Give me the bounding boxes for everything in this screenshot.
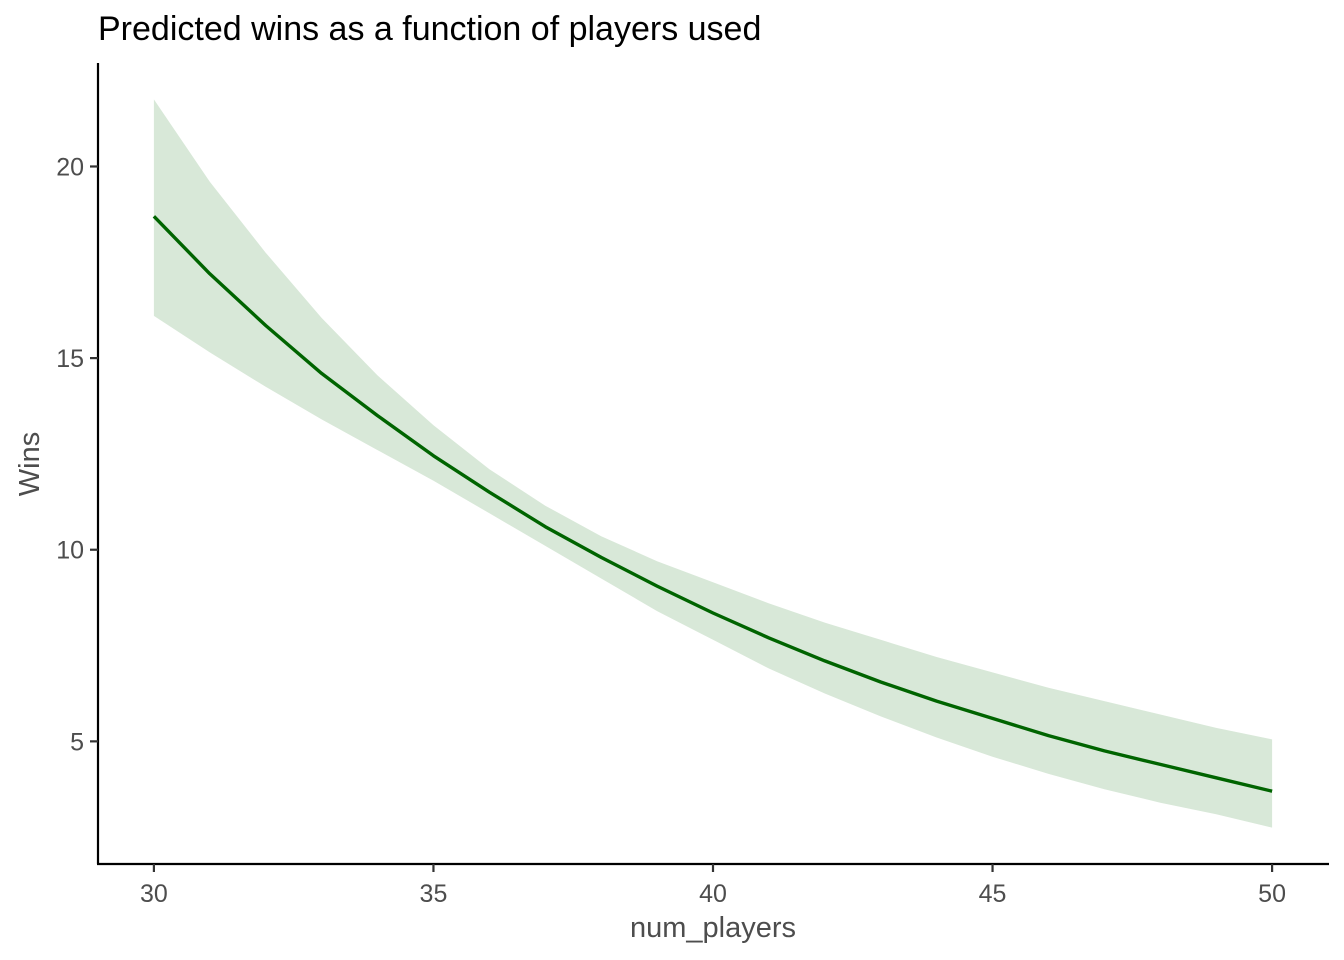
x-tick-label: 45 [979,880,1007,908]
x-tick-label: 40 [699,880,727,908]
x-axis-title: num_players [630,912,796,944]
y-tick-label: 15 [56,345,84,373]
y-tick-label: 5 [70,728,84,756]
plot-area [152,99,1273,828]
confidence-ribbon-0 [153,99,1273,828]
x-tick-label: 35 [420,880,448,908]
y-tick-label: 20 [56,153,84,181]
y-tick-label: 10 [56,537,84,565]
y-axis: 5 10 15 20 [56,153,98,756]
x-tick-label: 30 [140,880,168,908]
x-axis: 30 35 40 45 50 [140,864,1286,908]
prediction-line-0 [152,215,1273,793]
x-tick-label: 50 [1258,880,1286,908]
chart-title: Predicted wins as a function of players … [98,10,761,48]
y-axis-title: Wins [14,432,46,496]
